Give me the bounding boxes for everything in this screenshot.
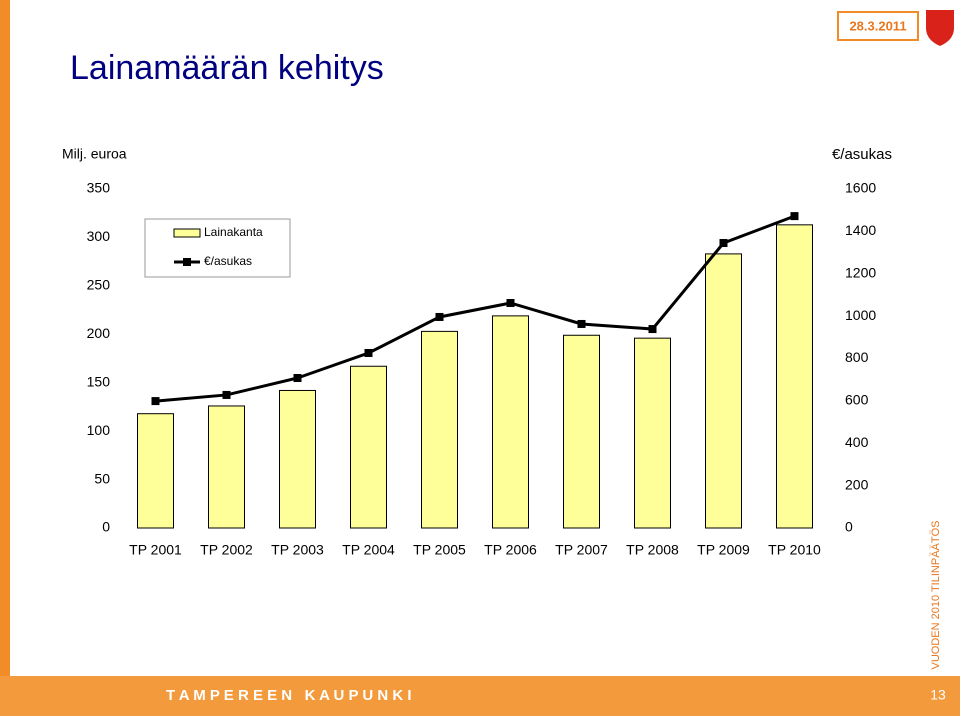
y2-tick-label: 600 [845, 392, 869, 408]
legend-label: €/asukas [204, 254, 252, 268]
y-tick-label: 300 [87, 228, 111, 244]
x-tick-label: TP 2004 [342, 542, 395, 558]
bar [208, 405, 245, 529]
x-tick-label: TP 2001 [129, 542, 182, 558]
y-tick-label: 0 [102, 519, 110, 535]
left-band [0, 0, 10, 716]
y-tick-label: 200 [87, 325, 111, 341]
bar [492, 315, 529, 529]
x-tick-label: TP 2003 [271, 542, 324, 558]
page-number: 13 [930, 687, 946, 703]
marker [293, 373, 302, 382]
y2-tick-label: 1600 [845, 180, 876, 196]
bar [350, 365, 387, 529]
x-tick-label: TP 2007 [555, 542, 608, 558]
x-tick-label: TP 2002 [200, 542, 253, 558]
marker [435, 312, 444, 321]
y2-tick-label: 1400 [845, 222, 876, 238]
marker [577, 319, 586, 328]
y2-tick-label: 1200 [845, 264, 876, 280]
bar [279, 389, 316, 529]
y-tick-label: 50 [94, 470, 110, 486]
side-text: VUODEN 2010 TILINPÄÄTÖS [930, 521, 942, 670]
y2-tick-label: 400 [845, 434, 869, 450]
y2-axis-title: €/asukas [832, 146, 892, 163]
footer-band [0, 676, 960, 716]
bar [137, 413, 174, 529]
legend-label: Lainakanta [204, 225, 263, 239]
legend [144, 218, 291, 278]
y-tick-label: 350 [87, 180, 111, 196]
legend-swatch [173, 228, 201, 238]
marker [790, 212, 799, 221]
marker [151, 397, 160, 406]
y2-tick-label: 0 [845, 519, 853, 535]
y2-tick-label: 200 [845, 476, 869, 492]
y-tick-label: 250 [87, 277, 111, 293]
marker [364, 348, 373, 357]
footer-text: T A M P E R E E N K A U P U N K I [166, 687, 412, 704]
y-tick-label: 150 [87, 373, 111, 389]
x-tick-label: TP 2010 [768, 542, 821, 558]
x-tick-label: TP 2005 [413, 542, 466, 558]
x-tick-label: TP 2008 [626, 542, 679, 558]
marker [506, 298, 515, 307]
title: Lainamäärän kehitys [70, 49, 384, 87]
date: 28.3.2011 [849, 18, 906, 33]
bar [563, 334, 600, 529]
legend-swatch [183, 258, 191, 266]
y2-tick-label: 1000 [845, 307, 876, 323]
line [155, 214, 796, 403]
y2-tick-label: 800 [845, 349, 869, 365]
marker [648, 325, 657, 334]
y-tick-label: 100 [87, 422, 111, 438]
bar [705, 253, 742, 529]
bar [776, 224, 813, 529]
logo [926, 10, 954, 46]
marker [222, 390, 231, 399]
x-tick-label: TP 2009 [697, 542, 750, 558]
marker [719, 239, 728, 248]
bar [421, 330, 458, 529]
x-tick-label: TP 2006 [484, 542, 537, 558]
y-axis-title: Milj. euroa [62, 146, 127, 162]
bar [634, 337, 671, 529]
date-box [837, 11, 919, 41]
